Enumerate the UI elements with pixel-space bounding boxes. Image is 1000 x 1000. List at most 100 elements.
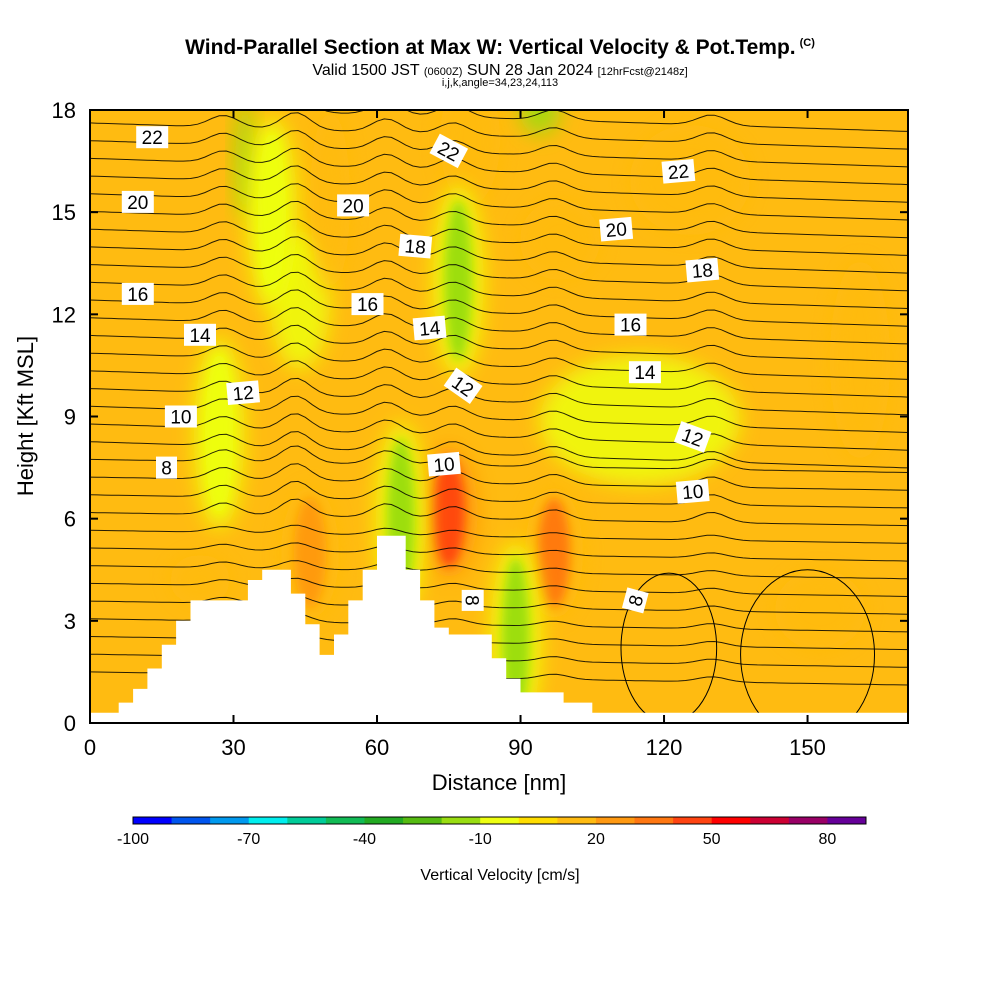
theta-contour-line [90, 577, 908, 597]
colorbar-swatch [287, 817, 327, 824]
contour-label-text: 20 [127, 193, 148, 214]
colorbar-tick-label: 80 [819, 831, 837, 848]
contour-label-bg [599, 216, 634, 242]
contour-label: 16 [614, 313, 647, 337]
contour-label: 22 [136, 126, 169, 149]
contour-label-text: 14 [418, 318, 441, 341]
theta-contour-line [322, 110, 908, 132]
colorbar-swatch [133, 817, 173, 824]
x-axis-label: Distance [nm] [432, 770, 567, 795]
contour-label: 22 [661, 158, 696, 184]
zulu-time: (0600Z) [423, 66, 463, 78]
contour-label: 10 [427, 451, 461, 477]
theta-contour-line [90, 307, 908, 345]
theta-contour-line [90, 324, 908, 363]
colorbar-tick-label: -10 [469, 831, 492, 848]
contour-label: 8 [156, 456, 177, 480]
section-indices: i,j,k,angle=34,23,24,113 [441, 77, 559, 89]
theta-contour-line [90, 524, 908, 544]
contour-label-text: 18 [404, 236, 427, 259]
contour-label-text: 22 [667, 161, 690, 184]
theta-contour-line [90, 595, 908, 615]
contour-label-text: 8 [461, 595, 482, 606]
contour-label-bg [226, 380, 260, 406]
x-tick-label: 60 [365, 735, 389, 760]
contour-label-bg [685, 257, 720, 283]
y-tick-label: 0 [64, 711, 76, 736]
colorbar-tick-label: 20 [587, 831, 605, 848]
downdraft-core [444, 200, 473, 361]
shading-patch [540, 355, 740, 485]
colorbar-swatch [595, 817, 636, 824]
colorbar-tick-label: -40 [353, 831, 376, 848]
contour-label-bg [661, 158, 696, 184]
theta-contour-line [90, 253, 908, 292]
colorbar-swatch [827, 817, 867, 824]
theta-contour-line [90, 445, 908, 473]
contour-label: 20 [121, 190, 154, 214]
theta-contour-line [90, 480, 908, 509]
y-axis-label: Height [Kft MSL] [13, 336, 38, 496]
theta-contour-line [90, 147, 908, 186]
contour-label-bg [337, 194, 370, 217]
valid-date: SUN 28 Jan 2024 [466, 62, 594, 79]
colorbar-swatch [750, 817, 790, 824]
theta-contour-line [90, 377, 908, 416]
y-tick-label: 12 [52, 302, 76, 327]
theta-contour-line [90, 560, 908, 580]
colorbar-tick-label: -70 [237, 831, 260, 848]
contour-label: 20 [599, 216, 634, 242]
contour-label: 8 [621, 587, 649, 614]
colorbar-swatch [248, 817, 288, 824]
theta-contour-loop [740, 569, 875, 723]
contour-label-bg [427, 451, 461, 477]
colorbar-swatch [403, 817, 443, 824]
y-axis: 0 3 6 9 12 15 18 [52, 98, 908, 736]
colorbar-tick-label: 50 [703, 831, 721, 848]
contour-label: 16 [351, 293, 384, 316]
colorbar-swatch [673, 817, 713, 824]
contour-label-bg [429, 133, 469, 169]
contour-label-bg [164, 405, 197, 428]
theta-contour-line [90, 112, 908, 150]
contour-label: 14 [412, 315, 447, 341]
colorbar-tick-label: -100 [117, 831, 149, 848]
contour-label: 14 [184, 323, 216, 347]
colorbar-swatch [364, 817, 404, 824]
x-tick-label: 30 [221, 735, 245, 760]
colorbar-swatch [557, 817, 597, 824]
contour-label-text: 14 [634, 363, 656, 384]
theta-contour-line [90, 200, 908, 239]
contour-label-text: 12 [232, 383, 255, 406]
theta-contour-line [90, 463, 908, 491]
theta-contour-line [90, 342, 908, 380]
y-tick-label: 15 [52, 200, 76, 225]
contour-label-bg [156, 456, 177, 479]
colorbar-swatch [210, 817, 250, 824]
forecast-info: [12hrFcst@2148z] [597, 66, 688, 78]
chart-title-text: Wind-Parallel Section at Max W: Vertical… [185, 36, 796, 59]
colorbar-swatch [634, 817, 674, 824]
x-axis: 0 30 60 90 120 150 [84, 110, 826, 760]
theta-contour-line [90, 183, 908, 221]
contour-label-text: 8 [161, 459, 172, 480]
contour-label-bg [351, 293, 384, 316]
colorbar-swatch [711, 817, 751, 824]
contour-label-text: 10 [433, 454, 456, 477]
theta-contour-line [90, 129, 908, 168]
y-tick-label: 6 [64, 507, 76, 532]
y-tick-label: 9 [64, 405, 76, 430]
colorbar-swatch [325, 817, 365, 824]
contour-label-bg [621, 587, 649, 614]
x-tick-label: 150 [789, 735, 826, 760]
colorbar-swatch [480, 817, 520, 824]
colorbar-swatch [518, 817, 558, 824]
x-tick-label: 90 [508, 735, 532, 760]
contour-label-bg [136, 126, 169, 149]
contour-label-bg [614, 313, 647, 336]
copyright-mark: (C) [799, 37, 815, 49]
chart-subtitle: Valid 1500 JST (0600Z) SUN 28 Jan 2024 [… [0, 62, 1000, 80]
contour-label-bg [121, 282, 154, 305]
